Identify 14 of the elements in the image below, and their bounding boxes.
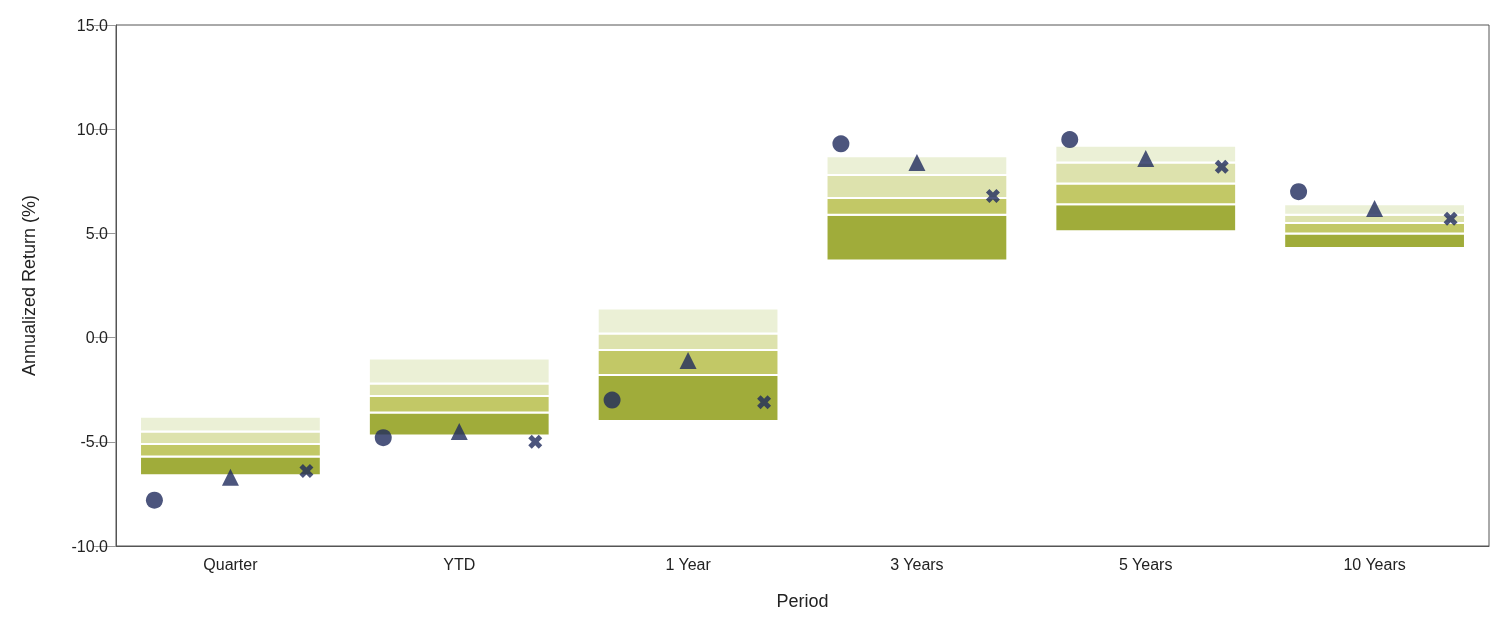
y-tick-label: 0.0	[85, 329, 109, 347]
y-tick-label: 15.0	[76, 16, 109, 34]
y-tick-label: -5.0	[80, 433, 109, 451]
x-axis-title: Period	[776, 591, 829, 611]
x-tick-label: 5 Years	[1119, 555, 1173, 573]
y-tick-label: 10.0	[76, 120, 109, 138]
x-tick-label: 1 Year	[665, 555, 712, 573]
y-tick-label: 5.0	[85, 224, 109, 242]
x-tick-label: YTD	[443, 555, 476, 573]
x-tick-label: 10 Years	[1343, 555, 1406, 573]
y-axis-title: Annualized Return (%)	[19, 194, 39, 377]
x-tick-label: Quarter	[203, 555, 259, 573]
y-tick-label: -10.0	[71, 537, 109, 555]
x-tick-label: 3 Years	[890, 555, 944, 573]
